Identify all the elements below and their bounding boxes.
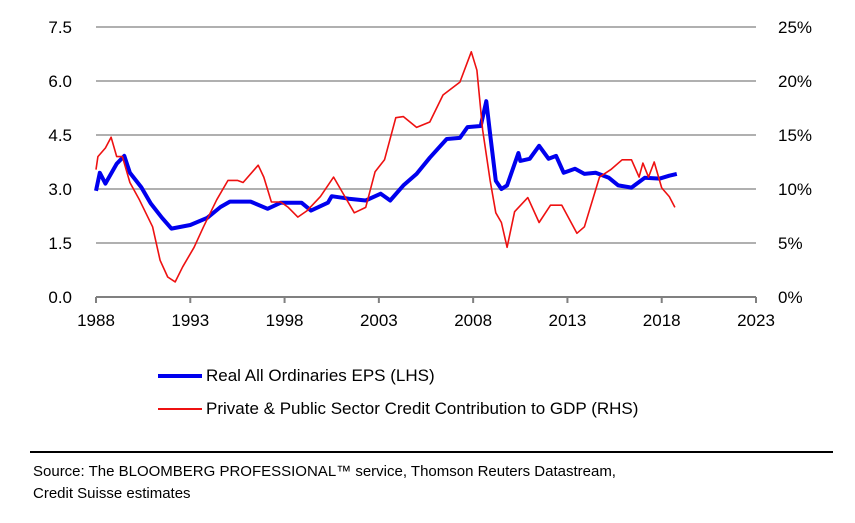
x-tick-label: 2023 <box>737 311 775 330</box>
y-left-tick-label: 1.5 <box>48 234 72 253</box>
x-tick-label: 1998 <box>266 311 304 330</box>
y-right-tick-label: 20% <box>778 72 812 91</box>
x-tick-label: 1988 <box>77 311 115 330</box>
divider <box>30 451 833 453</box>
legend-swatch-credit <box>158 408 202 410</box>
y-left-tick-label: 3.0 <box>48 180 72 199</box>
source-line-1: Source: The BLOOMBERG PROFESSIONAL™ serv… <box>33 463 616 480</box>
legend-label-credit: Private & Public Sector Credit Contribut… <box>206 399 639 418</box>
x-axis: 1988 1993 1998 2003 2008 2013 2018 2023 <box>77 296 775 330</box>
y-left-tick-label: 0.0 <box>48 288 72 307</box>
series-lines <box>94 50 678 283</box>
x-tick-label: 2008 <box>454 311 492 330</box>
x-tick-label: 2013 <box>549 311 587 330</box>
y-left-tick-label: 7.5 <box>48 18 72 37</box>
source-line-2: Credit Suisse estimates <box>33 485 191 502</box>
y-right-tick-label: 15% <box>778 126 812 145</box>
legend-item-eps: Real All Ordinaries EPS (LHS) <box>158 366 435 386</box>
y-left-tick-label: 6.0 <box>48 72 72 91</box>
series-line-credit <box>95 50 676 283</box>
source-note: Source: The BLOOMBERG PROFESSIONAL™ serv… <box>33 461 616 505</box>
legend-swatch-eps <box>158 374 202 378</box>
legend-label-eps: Real All Ordinaries EPS (LHS) <box>206 366 435 385</box>
y-left-tick-label: 4.5 <box>48 126 72 145</box>
x-tick-label: 2003 <box>360 311 398 330</box>
x-tick-label: 2018 <box>643 311 681 330</box>
y-right-tick-label: 10% <box>778 180 812 199</box>
y-right-tick-label: 5% <box>778 234 803 253</box>
y-right-tick-label: 25% <box>778 18 812 37</box>
y-axis-left: 0.0 1.5 3.0 4.5 6.0 7.5 <box>48 18 72 307</box>
x-tick-label: 1993 <box>171 311 209 330</box>
y-right-tick-label: 0% <box>778 288 803 307</box>
series-line-eps <box>94 99 678 231</box>
y-axis-right: 0% 5% 10% 15% 20% 25% <box>778 18 812 307</box>
gridlines <box>96 26 756 244</box>
dual-axis-line-chart: 1988 1993 1998 2003 2008 2013 2018 2023 0.0 1.5 3… <box>48 18 812 330</box>
legend-item-credit: Private & Public Sector Credit Contribut… <box>158 399 638 419</box>
